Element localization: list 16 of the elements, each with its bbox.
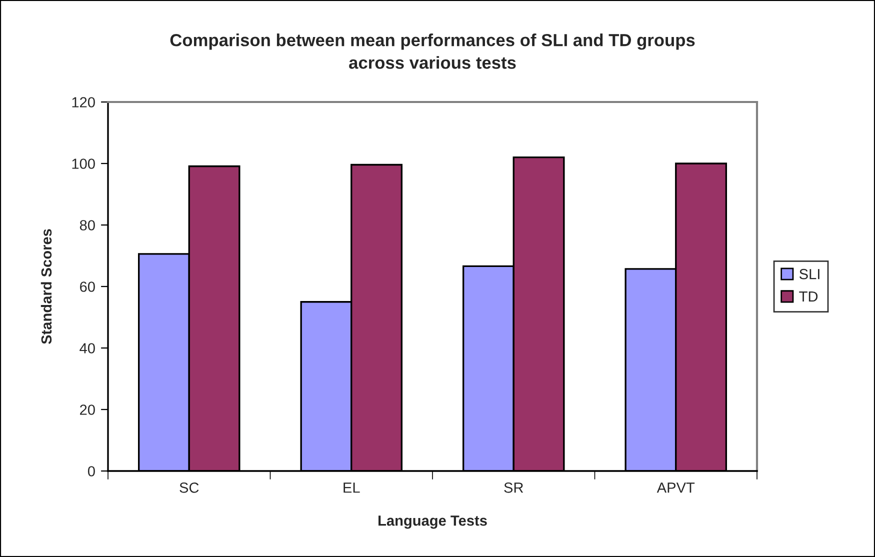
x-tick-label: APVT xyxy=(656,482,695,493)
y-tick-label: 60 xyxy=(80,282,95,292)
y-tick-label: 100 xyxy=(72,158,95,169)
legend-label: TD xyxy=(799,291,818,302)
y-axis-title: Standard Scores xyxy=(40,229,52,344)
x-tick-label: SR xyxy=(504,482,524,493)
y-tick-label: 120 xyxy=(72,97,95,108)
x-axis-title: Language Tests xyxy=(378,516,487,529)
x-tick-label: EL xyxy=(344,482,360,493)
y-tick-label: 40 xyxy=(80,343,95,354)
chart-title: Comparison between mean performances of SLI and TD groups across various tests xyxy=(170,34,695,69)
x-tick-label: SC xyxy=(180,482,199,493)
legend-label: SLI xyxy=(799,268,820,280)
y-tick-label: 20 xyxy=(80,404,95,415)
y-tick-label: 80 xyxy=(80,220,95,230)
y-tick-label: 0 xyxy=(88,466,95,476)
